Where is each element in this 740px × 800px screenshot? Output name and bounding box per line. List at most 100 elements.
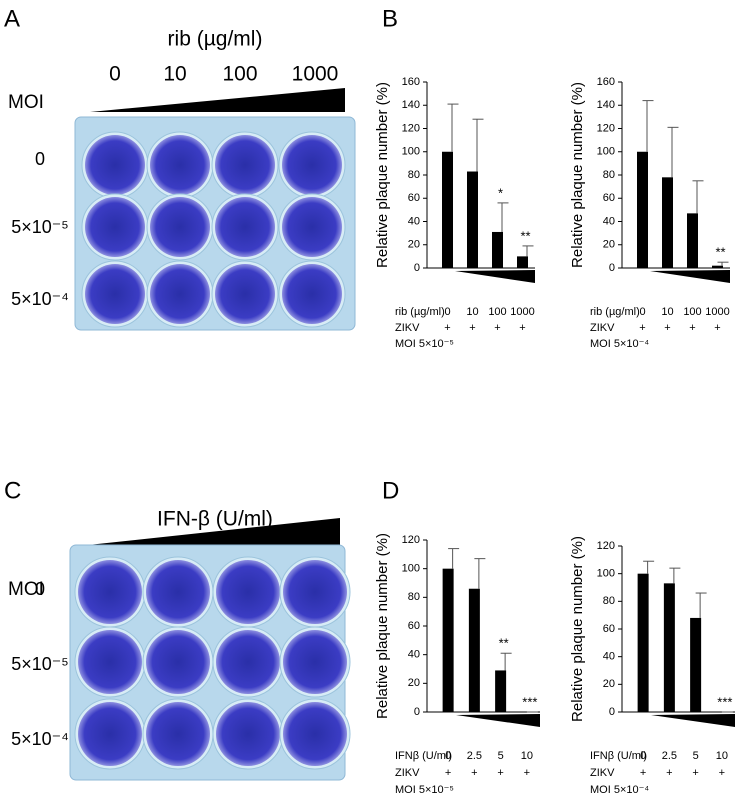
error-bar [497, 202, 509, 232]
well [150, 197, 210, 257]
x-tick-label: 2.5 [467, 750, 482, 762]
x-tick-label: 0 [640, 750, 646, 762]
bar [468, 588, 480, 712]
dose-row-label: IFNβ (U/ml) [395, 750, 452, 762]
y-tick-label: 80 [408, 591, 420, 603]
virus-sign: + [471, 767, 477, 779]
virus-sign: + [519, 322, 525, 334]
x-tick-label: 10 [466, 306, 478, 318]
bar [442, 568, 454, 712]
error-bar [692, 180, 704, 214]
bar [442, 151, 453, 268]
virus-sign: + [445, 767, 451, 779]
well [78, 630, 142, 694]
significance: ** [499, 636, 509, 651]
y-tick-label: 40 [408, 215, 420, 227]
virus-sign: + [640, 767, 646, 779]
bar [492, 231, 503, 268]
well [216, 560, 280, 624]
error-bar [717, 261, 729, 266]
y-tick-label: 20 [603, 678, 615, 690]
x-tick-label: 10 [661, 306, 673, 318]
y-tick-label: 60 [603, 192, 615, 204]
error-bar [474, 558, 486, 589]
y-tick-label: 20 [408, 239, 420, 251]
well [85, 197, 145, 257]
y-tick-label: 140 [402, 99, 420, 111]
x-tick-label: 100 [683, 306, 701, 318]
bar [690, 617, 702, 712]
virus-sign: + [494, 322, 500, 334]
virus-sign: + [689, 322, 695, 334]
well [146, 702, 210, 766]
dose-label: 100 [222, 63, 257, 86]
row-label: 5×10⁻⁴ [11, 289, 69, 309]
significance: * [498, 185, 503, 200]
error-bar [447, 103, 459, 152]
x-tick-label: 0 [445, 750, 451, 762]
moi-row-label: MOI 5×10⁻⁴ [590, 784, 649, 796]
y-tick-label: 20 [408, 677, 420, 689]
y-tick-label: 120 [402, 534, 420, 546]
dose-wedge [455, 270, 535, 283]
panel-letter: D [382, 477, 399, 504]
well [215, 264, 275, 324]
y-axis-title: Relative plaque number (%) [569, 536, 586, 722]
virus-sign: + [444, 322, 450, 334]
virus-sign: + [719, 767, 725, 779]
y-tick-label: 0 [609, 706, 615, 718]
y-tick-label: 120 [597, 122, 615, 134]
x-tick-label: 5 [498, 750, 504, 762]
well [215, 135, 275, 195]
y-tick-label: 60 [408, 620, 420, 632]
x-tick-label: 100 [488, 306, 506, 318]
bar [637, 151, 648, 268]
well [146, 560, 210, 624]
moi-row-label: MOI 5×10⁻⁴ [590, 338, 649, 350]
x-tick-label: 5 [693, 750, 699, 762]
y-tick-label: 80 [603, 595, 615, 607]
error-bar [669, 567, 681, 584]
well [283, 630, 347, 694]
y-tick-label: 140 [597, 99, 615, 111]
well [282, 135, 342, 195]
row-label: 0 [35, 149, 45, 169]
dose-wedge [88, 518, 340, 545]
bar [517, 256, 528, 268]
error-bar [522, 245, 534, 257]
well [78, 702, 142, 766]
y-tick-label: 60 [603, 623, 615, 635]
well [283, 560, 347, 624]
treatment-label: rib (µg/ml) [168, 28, 263, 51]
y-tick-label: 100 [402, 563, 420, 575]
dose-label: 10 [163, 63, 186, 86]
well [85, 135, 145, 195]
y-tick-label: 100 [597, 568, 615, 580]
y-tick-label: 100 [402, 146, 420, 158]
x-tick-label: 10 [716, 750, 728, 762]
virus-row-label: ZIKV [395, 767, 420, 779]
y-tick-label: 0 [414, 706, 420, 718]
row-label: 5×10⁻⁵ [11, 654, 69, 674]
well [150, 264, 210, 324]
bar [687, 213, 698, 268]
y-axis-title: Relative plaque number (%) [374, 82, 391, 268]
significance: *** [522, 694, 537, 709]
y-tick-label: 40 [408, 649, 420, 661]
significance: ** [520, 228, 530, 243]
virus-row-label: ZIKV [395, 322, 420, 334]
row-label: 0 [35, 579, 45, 599]
dose-wedge [90, 88, 345, 112]
well [282, 197, 342, 257]
bar [712, 265, 723, 268]
x-tick-label: 10 [521, 750, 533, 762]
bar [663, 583, 675, 712]
panel-letter: B [382, 5, 398, 32]
virus-sign: + [714, 322, 720, 334]
x-tick-label: 2.5 [662, 750, 677, 762]
well [85, 264, 145, 324]
virus-sign: + [524, 767, 530, 779]
y-tick-label: 160 [597, 76, 615, 88]
y-tick-label: 80 [603, 169, 615, 181]
